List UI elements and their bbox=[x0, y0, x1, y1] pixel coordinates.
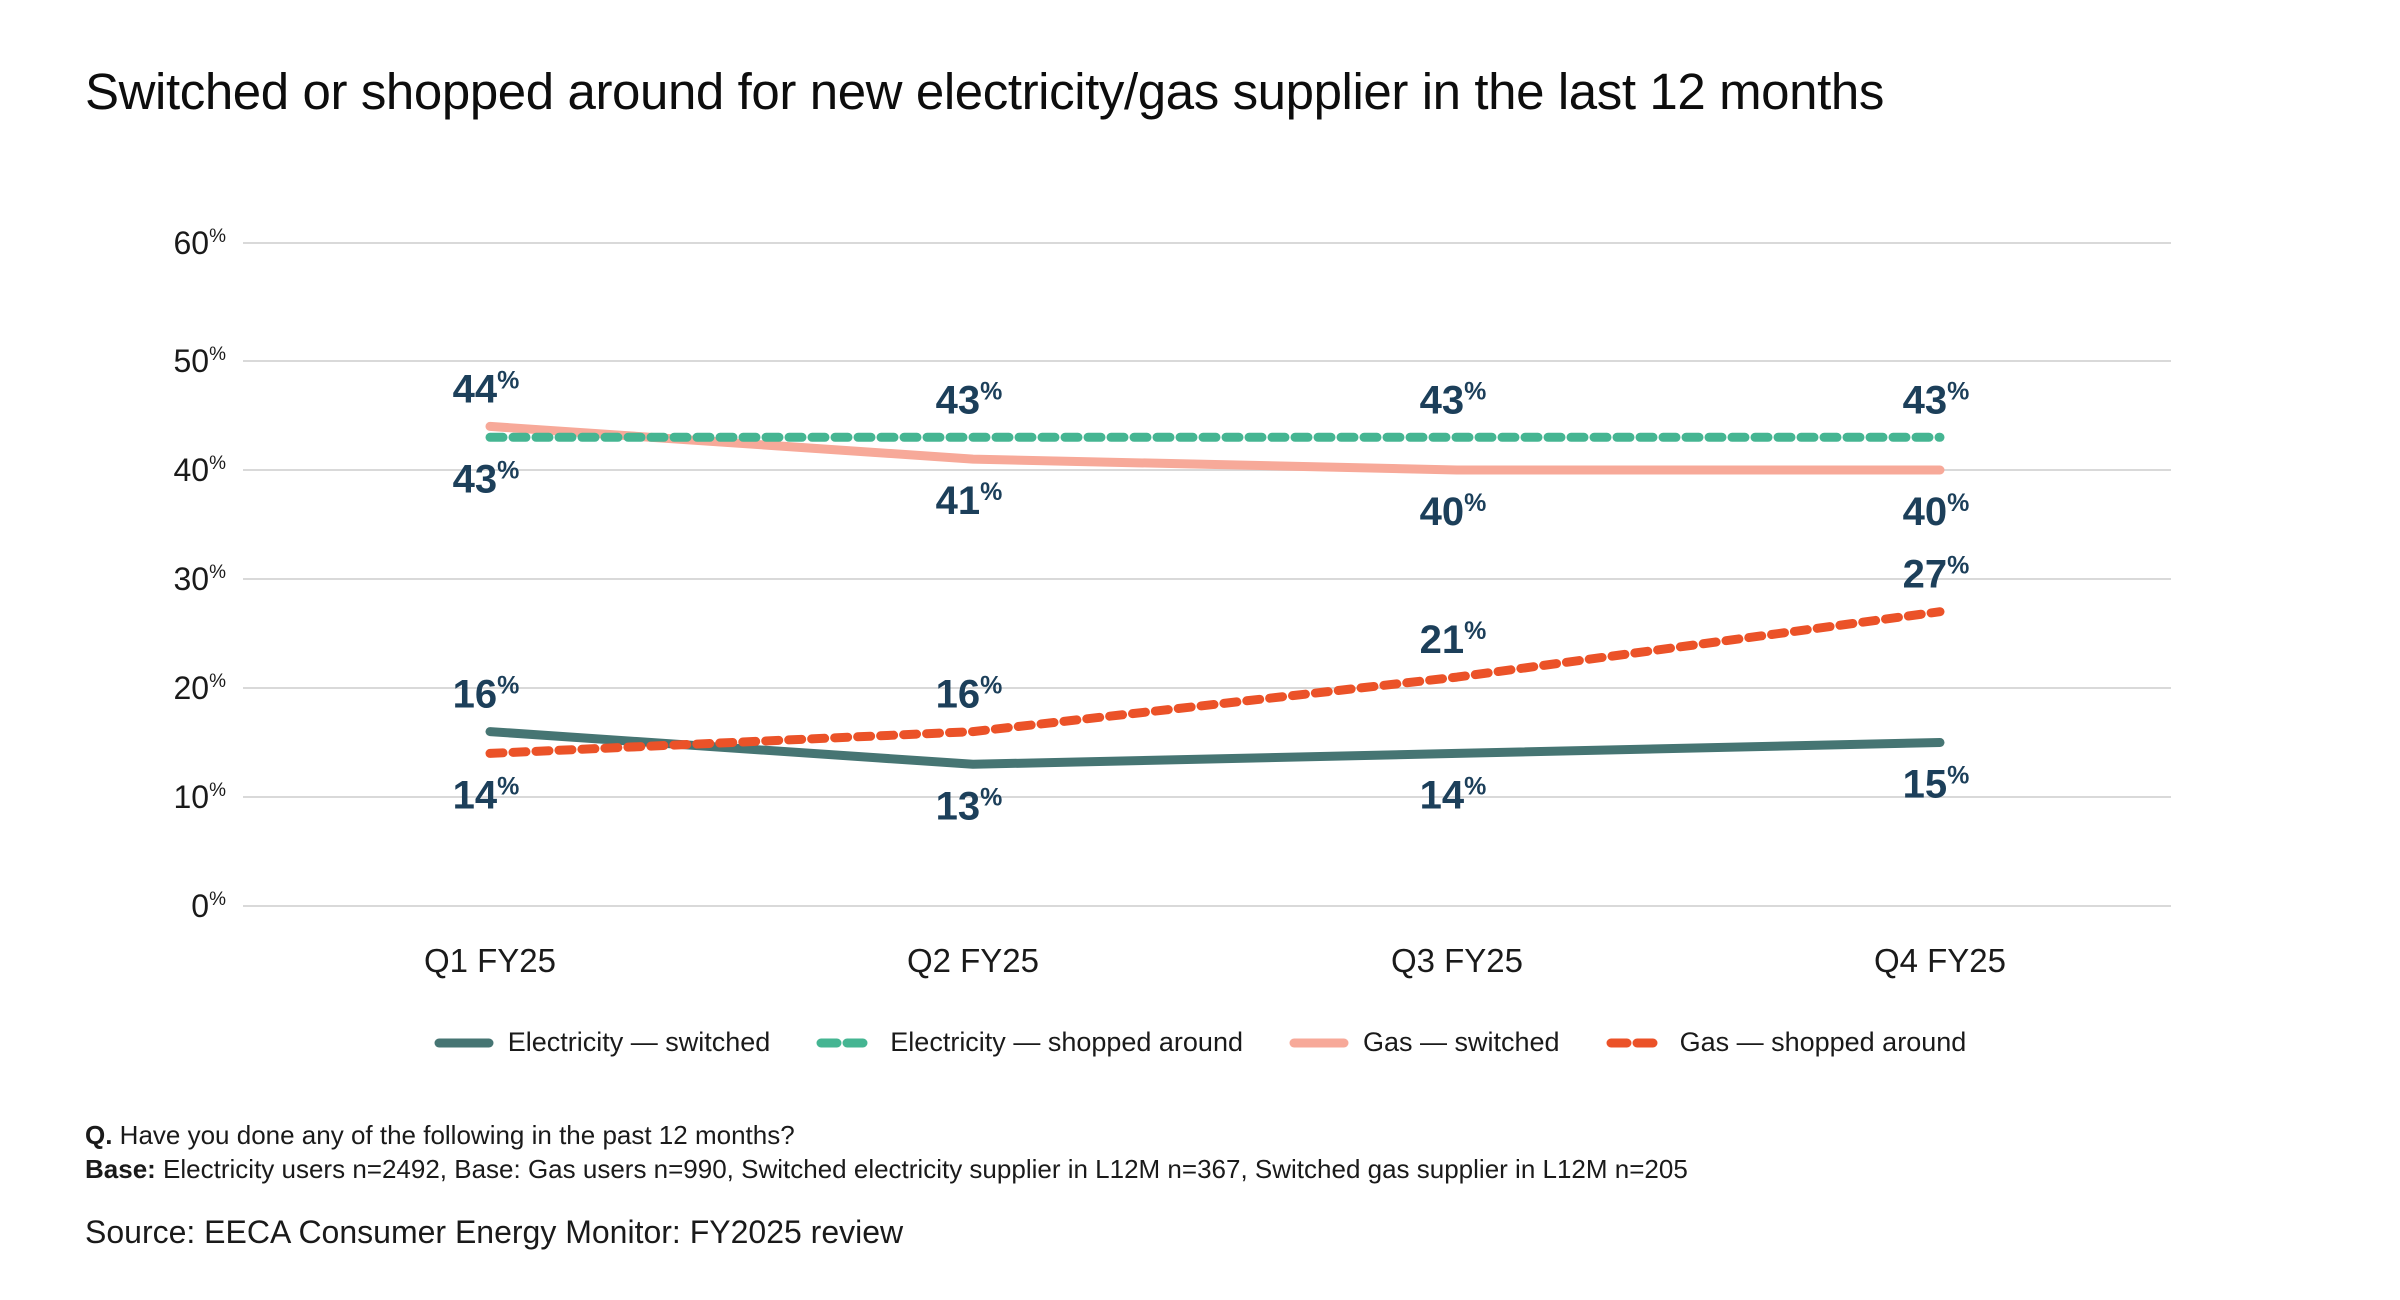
y-axis-ticks: 0% 10% 20% 30% 40% 50% 60% bbox=[174, 225, 227, 924]
data-label: 43% bbox=[936, 377, 1003, 422]
chart-title: Switched or shopped around for new elect… bbox=[85, 63, 1884, 120]
legend-label: Electricity — shopped around bbox=[890, 1027, 1243, 1057]
base-label: Base: bbox=[85, 1154, 156, 1184]
source-note: Source: EECA Consumer Energy Monitor: FY… bbox=[85, 1214, 904, 1250]
data-label: 43% bbox=[1420, 377, 1487, 422]
legend-label: Gas — shopped around bbox=[1679, 1027, 1967, 1057]
data-label: 40% bbox=[1903, 489, 1970, 534]
data-label: 44% bbox=[453, 366, 520, 411]
data-labels: 16% 13% 14% 15% 43% 43% 43% 43% 44% 41% 40% 40% 14% 1… bbox=[453, 366, 1970, 828]
line-chart: 0% 10% 20% 30% 40% 50% 60% Q1 FY25 Q2 FY25 Q3 FY… bbox=[174, 225, 2171, 979]
data-label: 14% bbox=[453, 772, 520, 817]
x-tick-label: Q3 FY25 bbox=[1391, 942, 1523, 979]
data-label: 15% bbox=[1903, 762, 1970, 807]
legend-item-electricity-shopped: Electricity — shopped around bbox=[816, 1027, 1243, 1058]
legend-swatch bbox=[434, 1038, 494, 1048]
data-label: 13% bbox=[936, 783, 1003, 828]
data-label: 43% bbox=[453, 456, 520, 501]
y-tick-label: 30% bbox=[174, 561, 227, 597]
question-label: Q. bbox=[85, 1120, 113, 1150]
x-axis-ticks: Q1 FY25 Q2 FY25 Q3 FY25 Q4 FY25 bbox=[424, 942, 2006, 979]
y-tick-label: 0% bbox=[191, 888, 226, 924]
question-text: Have you done any of the following in th… bbox=[112, 1120, 795, 1150]
data-label: 40% bbox=[1420, 489, 1487, 534]
series-line-gas-shopped bbox=[485, 607, 1945, 758]
legend-swatch bbox=[1289, 1038, 1349, 1048]
x-tick-label: Q1 FY25 bbox=[424, 942, 556, 979]
y-tick-label: 20% bbox=[174, 670, 227, 706]
legend-item-electricity-switched: Electricity — switched bbox=[434, 1027, 771, 1058]
data-label: 16% bbox=[936, 672, 1003, 717]
legend-item-gas-shopped: Gas — shopped around bbox=[1606, 1027, 1967, 1058]
data-label: 16% bbox=[453, 672, 520, 717]
question-note: Q. Have you done any of the following in… bbox=[85, 1118, 1688, 1152]
notes: Q. Have you done any of the following in… bbox=[85, 1118, 1688, 1186]
x-tick-label: Q4 FY25 bbox=[1874, 942, 2006, 979]
series-lines bbox=[485, 421, 1945, 769]
x-tick-label: Q2 FY25 bbox=[907, 942, 1039, 979]
legend: Electricity — switched Electricity — shop… bbox=[0, 1027, 2400, 1058]
legend-swatch bbox=[816, 1038, 876, 1048]
data-label: 21% bbox=[1420, 617, 1487, 662]
data-label: 27% bbox=[1903, 552, 1970, 597]
legend-label: Electricity — switched bbox=[507, 1027, 771, 1057]
data-label: 14% bbox=[1420, 772, 1487, 817]
data-label: 43% bbox=[1903, 377, 1970, 422]
y-tick-label: 10% bbox=[174, 779, 227, 815]
series-line-electricity-switched bbox=[485, 727, 1945, 769]
legend-swatch bbox=[1606, 1038, 1666, 1048]
y-tick-label: 60% bbox=[174, 225, 227, 261]
y-tick-label: 50% bbox=[174, 343, 227, 379]
y-tick-label: 40% bbox=[174, 452, 227, 488]
data-label: 41% bbox=[936, 478, 1003, 523]
legend-item-gas-switched: Gas — switched bbox=[1289, 1027, 1560, 1058]
base-text: Electricity users n=2492, Base: Gas user… bbox=[155, 1154, 1688, 1184]
base-note: Base: Electricity users n=2492, Base: Ga… bbox=[85, 1152, 1688, 1186]
legend-label: Gas — switched bbox=[1362, 1027, 1560, 1057]
series-line-gas-switched bbox=[485, 421, 1945, 475]
gridlines bbox=[243, 242, 2171, 907]
